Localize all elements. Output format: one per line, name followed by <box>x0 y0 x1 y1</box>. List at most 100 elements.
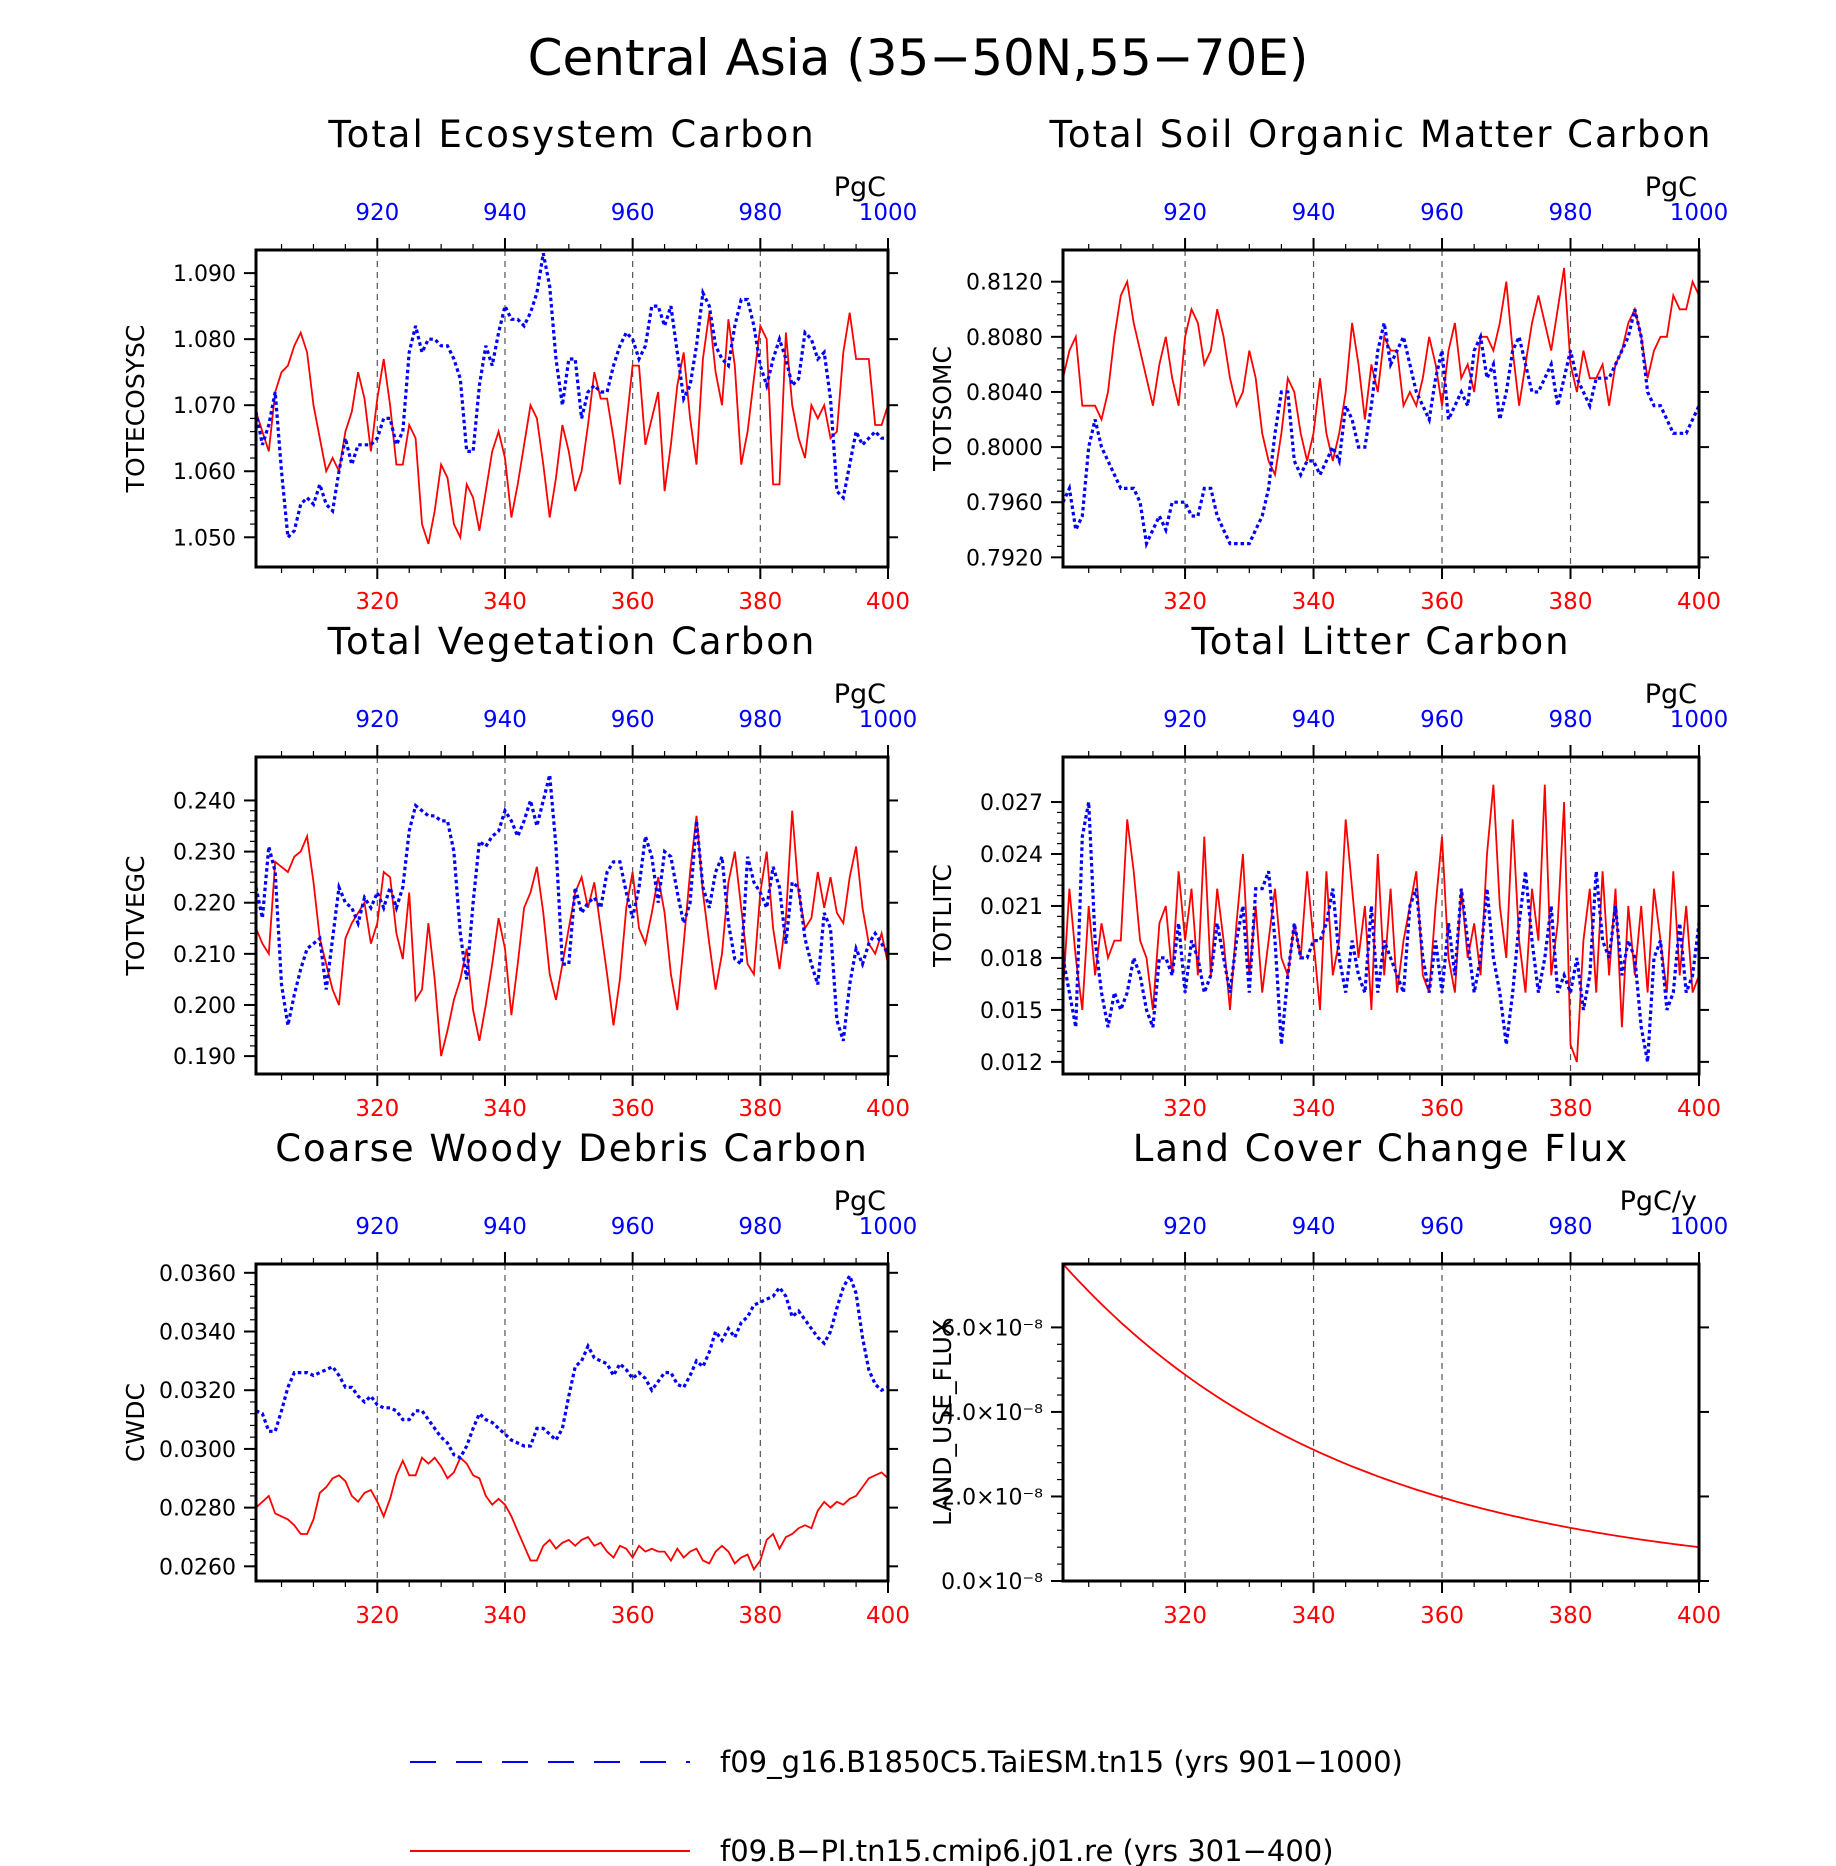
y-tick-label: 2.0×10⁻⁸ <box>941 1485 1043 1510</box>
x-tick-label-top: 960 <box>611 1214 655 1240</box>
series-line-red <box>1062 1263 1700 1549</box>
y-tick-label: 0.7920 <box>966 546 1043 571</box>
x-tick-label-bottom: 400 <box>866 1603 910 1629</box>
y-tick-label: 1.070 <box>173 394 236 419</box>
x-tick-label-top: 1000 <box>1670 1214 1729 1240</box>
x-tick-label-top: 920 <box>1163 200 1207 226</box>
x-tick-label-bottom: 380 <box>1549 589 1593 615</box>
x-tick-label-bottom: 380 <box>738 1096 782 1122</box>
x-tick-label-top: 980 <box>738 707 782 733</box>
x-tick-label-bottom: 400 <box>1677 1603 1721 1629</box>
x-tick-label-top: 940 <box>1292 1214 1336 1240</box>
y-tick-label: 0.0×10⁻⁸ <box>941 1570 1043 1595</box>
y-tick-label: 0.0320 <box>159 1379 236 1404</box>
x-tick-label-top: 920 <box>355 707 399 733</box>
x-tick-label-top: 980 <box>738 1214 782 1240</box>
series-line-red <box>255 810 889 1057</box>
x-tick-label-bottom: 380 <box>1549 1096 1593 1122</box>
series-line-red <box>255 1456 889 1572</box>
x-tick-label-bottom: 340 <box>483 589 527 615</box>
panel-total-soil-organic-matter-carbon: Total Soil Organic Matter Carbon PgC TOTSO… <box>928 113 1728 615</box>
panel-title: Coarse Woody Debris Carbon <box>275 1127 869 1170</box>
x-tick-label-top: 940 <box>1292 707 1336 733</box>
y-tick-label: 0.0260 <box>159 1555 236 1580</box>
plot-frame <box>1061 248 1701 569</box>
x-tick-label-top: 960 <box>611 200 655 226</box>
x-tick-label-top: 1000 <box>859 200 918 226</box>
x-tick-label-bottom: 320 <box>1163 1096 1207 1122</box>
legend-label-blue: f09_g16.B1850C5.TaiESM.tn15 (yrs 901−100… <box>720 1745 1403 1779</box>
plot-frame <box>254 755 890 1076</box>
y-tick-label: 0.8000 <box>966 436 1043 461</box>
panel-title: Total Litter Carbon <box>1190 620 1570 663</box>
y-tick-label: 0.8080 <box>966 326 1043 351</box>
x-tick-label-top: 1000 <box>1670 200 1729 226</box>
series-line-blue <box>1061 308 1701 550</box>
panel-title: Total Vegetation Carbon <box>327 620 817 663</box>
x-tick-label-bottom: 380 <box>738 1603 782 1629</box>
x-tick-label-top: 940 <box>483 707 527 733</box>
y-axis-label: TOTECOSYSC <box>121 325 150 494</box>
panel-title: Total Soil Organic Matter Carbon <box>1049 113 1713 156</box>
x-tick-label-top: 1000 <box>859 707 918 733</box>
panel-total-vegetation-carbon: Total Vegetation Carbon PgC TOTVEGC 0.190 0.… <box>121 620 917 1122</box>
x-tick-label-top: 940 <box>483 1214 527 1240</box>
x-tick-label-top: 1000 <box>1670 707 1729 733</box>
series-line-red <box>1062 784 1700 1063</box>
y-tick-label: 0.7960 <box>966 491 1043 516</box>
x-tick-label-bottom: 400 <box>866 589 910 615</box>
legend-label-red: f09.B−PI.tn15.cmip6.j01.re (yrs 301−400) <box>720 1834 1334 1866</box>
y-tick-label: 0.200 <box>173 994 236 1019</box>
x-tick-label-bottom: 320 <box>1163 589 1207 615</box>
x-tick-label-bottom: 360 <box>611 1603 655 1629</box>
y-tick-label: 0.0280 <box>159 1497 236 1522</box>
panel-title: Total Ecosystem Carbon <box>327 113 815 156</box>
y-axis-label: TOTSOMC <box>928 346 957 472</box>
panel-total-litter-carbon: Total Litter Carbon PgC TOTLITC 0.012 0.015 0… <box>928 620 1728 1122</box>
y-tick-label: 1.050 <box>173 526 236 551</box>
series-line-blue <box>255 1271 889 1460</box>
figure-title: Central Asia (35−50N,55−70E) <box>528 29 1309 87</box>
panel-coarse-woody-debris-carbon: Coarse Woody Debris Carbon PgC CWDC 0.0260 0… <box>121 1127 917 1629</box>
plot-frame <box>1061 755 1701 1076</box>
y-tick-label: 6.0×10⁻⁸ <box>941 1316 1043 1341</box>
x-tick-label-bottom: 340 <box>1292 1603 1336 1629</box>
panel-land-cover-change-flux: Land Cover Change Flux PgC/y LAND_USE_FLUX… <box>928 1127 1728 1629</box>
x-tick-label-bottom: 320 <box>355 1096 399 1122</box>
panel-total-ecosystem-carbon: Total Ecosystem Carbon PgC TOTECOSYSC 1.050… <box>121 113 917 615</box>
x-tick-label-top: 920 <box>355 1214 399 1240</box>
x-tick-label-bottom: 320 <box>1163 1603 1207 1629</box>
y-tick-label: 0.210 <box>173 943 236 968</box>
y-axis-label: TOTVEGC <box>121 856 150 977</box>
plot-frame <box>254 1262 890 1583</box>
y-tick-label: 0.0340 <box>159 1321 236 1346</box>
series-line-red <box>1062 267 1700 478</box>
y-tick-label: 1.090 <box>173 262 236 287</box>
x-tick-label-bottom: 400 <box>1677 1096 1721 1122</box>
x-tick-label-bottom: 400 <box>1677 589 1721 615</box>
y-tick-label: 0.8040 <box>966 381 1043 406</box>
x-tick-label-top: 980 <box>738 200 782 226</box>
units-label: PgC <box>1645 679 1697 710</box>
y-tick-label: 0.230 <box>173 841 236 866</box>
x-tick-label-top: 940 <box>483 200 527 226</box>
x-tick-label-top: 1000 <box>859 1214 918 1240</box>
x-tick-label-top: 960 <box>611 707 655 733</box>
y-tick-label: 0.015 <box>980 999 1043 1024</box>
units-label: PgC <box>834 1186 886 1217</box>
series-line-blue <box>254 252 888 541</box>
legend: f09_g16.B1850C5.TaiESM.tn15 (yrs 901−100… <box>410 1745 1403 1866</box>
units-label: PgC <box>834 679 886 710</box>
x-tick-label-bottom: 340 <box>1292 589 1336 615</box>
x-tick-label-bottom: 340 <box>1292 1096 1336 1122</box>
x-tick-label-bottom: 340 <box>483 1096 527 1122</box>
y-tick-label: 1.080 <box>173 328 236 353</box>
x-tick-label-bottom: 320 <box>355 1603 399 1629</box>
y-axis-label: CWDC <box>121 1383 150 1462</box>
x-tick-label-bottom: 360 <box>1420 1603 1464 1629</box>
y-tick-label: 0.018 <box>980 947 1043 972</box>
units-label: PgC <box>834 172 886 203</box>
y-tick-label: 0.0300 <box>159 1438 236 1463</box>
x-tick-label-top: 920 <box>355 200 399 226</box>
